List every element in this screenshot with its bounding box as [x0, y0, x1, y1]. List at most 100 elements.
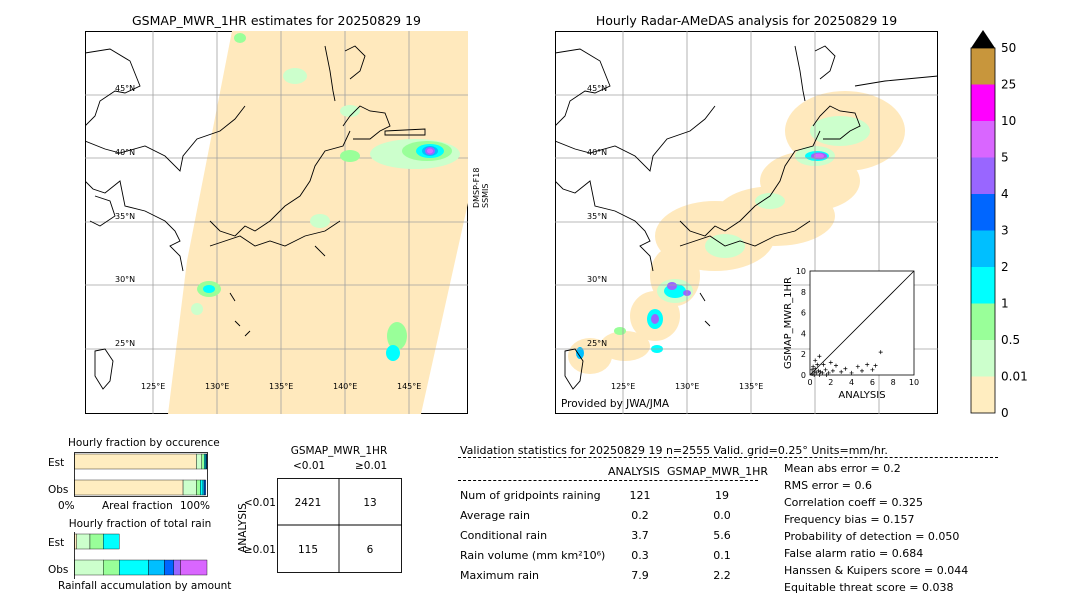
colorbar-segment — [971, 267, 995, 304]
colorbar-segment — [971, 303, 995, 340]
score-mean-abs-error: Mean abs error = 0.2 — [784, 462, 901, 475]
left-lat-label-35: 35°N — [115, 212, 135, 221]
occurrence-row-obs: Obs — [48, 484, 69, 496]
left-map-grid — [85, 31, 468, 414]
scatter-point — [865, 362, 870, 367]
score-correlation: Correlation coeff = 0.325 — [784, 496, 923, 509]
occurrence-x-mid: Areal fraction — [102, 500, 173, 512]
scatter-y-tick: 2 — [801, 350, 806, 359]
colorbar: 50 25 10 5 4 3 2 1 0.5 0.01 0 — [970, 30, 1028, 420]
scatter-point — [815, 362, 820, 367]
scatter-point — [817, 354, 822, 359]
colorbar-segment — [971, 340, 995, 377]
validation-header: Validation statistics for 20250829 19 n=… — [460, 444, 888, 457]
validation-row-label: Rain volume (mm km²10⁶) — [460, 549, 606, 562]
fraction-bar-segment — [196, 479, 201, 496]
scatter-point — [813, 366, 818, 371]
scatter-y-tick: 4 — [801, 329, 806, 338]
scatter-x-tick: 10 — [909, 378, 919, 387]
validation-col-gsmap: GSMAP_MWR_1HR — [667, 465, 769, 478]
scatter-point — [824, 373, 829, 377]
contingency-col-lt: <0.01 — [293, 460, 326, 472]
scatter-point — [816, 368, 821, 373]
left-map: 45°N 40°N 35°N 30°N 25°N 125°E 130°E 135… — [85, 31, 468, 414]
scatter-point — [817, 373, 822, 377]
fraction-bar-segment — [89, 533, 104, 550]
contingency-row-title: ANALYSIS — [237, 503, 249, 553]
right-map-title: Hourly Radar-AMeDAS analysis for 2025082… — [595, 13, 898, 28]
fraction-bar-segment — [74, 559, 104, 576]
fraction-bar-segment — [196, 453, 202, 470]
total-rain-chart — [74, 532, 208, 579]
colorbar-label: 0.01 — [1001, 370, 1028, 384]
colorbar-label: 5 — [1001, 151, 1009, 165]
scatter-point — [823, 367, 828, 372]
total-rain-title: Hourly fraction of total rain — [68, 518, 212, 530]
left-coastline — [85, 45, 426, 390]
fraction-bar-segment — [119, 559, 149, 576]
scatter-point — [814, 370, 819, 375]
scatter-point — [826, 370, 831, 375]
scatter-y-tick: 0 — [801, 371, 806, 380]
left-lon-label-145: 145°E — [397, 382, 421, 391]
validation-table-rule — [458, 480, 758, 481]
contingency-row-ge: ≥0.01 — [244, 544, 276, 556]
fraction-bar-segment — [200, 479, 204, 496]
left-lon-label-135: 135°E — [269, 382, 293, 391]
colorbar-label: 10 — [1001, 114, 1016, 128]
scatter-point — [828, 360, 833, 365]
scatter-point — [878, 350, 883, 355]
scatter-point — [860, 368, 864, 373]
score-ets: Equitable threat score = 0.038 — [784, 581, 954, 594]
scatter-ylabel: GSMAP_MWR_1HR — [783, 277, 794, 369]
fraction-bar-segment — [204, 479, 206, 496]
scatter-point — [870, 367, 875, 372]
score-hk: Hanssen & Kuipers score = 0.044 — [784, 564, 969, 577]
colorbar-segment — [971, 121, 995, 158]
scatter-xlabel: ANALYSIS — [838, 390, 885, 401]
scatter-x-tick: 6 — [870, 378, 875, 387]
right-lon-label-125: 125°E — [611, 382, 635, 391]
colorbar-label: 50 — [1001, 41, 1016, 55]
validation-row-analysis: 3.7 — [631, 529, 649, 542]
scatter-point — [811, 364, 816, 369]
colorbar-label: 0.5 — [1001, 333, 1020, 347]
right-lon-label-130: 130°E — [675, 382, 699, 391]
left-lat-label-40: 40°N — [115, 148, 135, 157]
fraction-bar-segment — [74, 479, 184, 496]
colorbar-overflow-arrow — [971, 30, 995, 48]
colorbar-label: 1 — [1001, 297, 1009, 311]
validation-row-analysis: 121 — [629, 489, 651, 502]
validation-col-analysis: ANALYSIS — [608, 465, 660, 478]
fraction-bar-segment — [180, 559, 208, 576]
right-lon-label-135: 135°E — [739, 382, 763, 391]
scatter-inset: 0 2 4 6 8 10 0 2 4 6 8 10 ANALYSIS GSMAP_MWR_1HR — [783, 267, 919, 401]
validation-header-rule — [458, 457, 998, 458]
validation-row-label: Average rain — [460, 509, 530, 522]
colorbar-segment — [971, 230, 995, 267]
left-lat-label-25: 25°N — [115, 339, 135, 348]
occurrence-chart — [74, 452, 208, 497]
total-rain-footer: Rainfall accumulation by amount — [58, 580, 232, 592]
colorbar-segment — [971, 376, 995, 413]
scatter-point — [813, 358, 818, 363]
scatter-x-tick: 0 — [807, 378, 812, 387]
fraction-bar-segment — [201, 453, 205, 470]
scatter-point — [834, 363, 838, 368]
contingency-col-ge: ≥0.01 — [355, 460, 388, 472]
validation-row-label: Conditional rain — [460, 529, 548, 542]
fraction-bar-segment — [74, 453, 197, 470]
contingency-grid: 2421 13 115 6 — [277, 478, 402, 573]
colorbar-label: 4 — [1001, 187, 1009, 201]
score-far: False alarm ratio = 0.684 — [784, 547, 924, 560]
sensor-label: SSMIS — [481, 184, 490, 209]
score-frequency-bias: Frequency bias = 0.157 — [784, 513, 915, 526]
colorbar-label: 2 — [1001, 260, 1009, 274]
scatter-point — [830, 368, 835, 373]
scatter-point — [849, 370, 854, 375]
contingency-col-title: GSMAP_MWR_1HR — [290, 445, 388, 457]
validation-row-analysis: 7.9 — [631, 569, 649, 582]
fraction-bar-segment — [103, 559, 120, 576]
colorbar-segment — [971, 157, 995, 194]
scatter-point — [810, 371, 815, 376]
